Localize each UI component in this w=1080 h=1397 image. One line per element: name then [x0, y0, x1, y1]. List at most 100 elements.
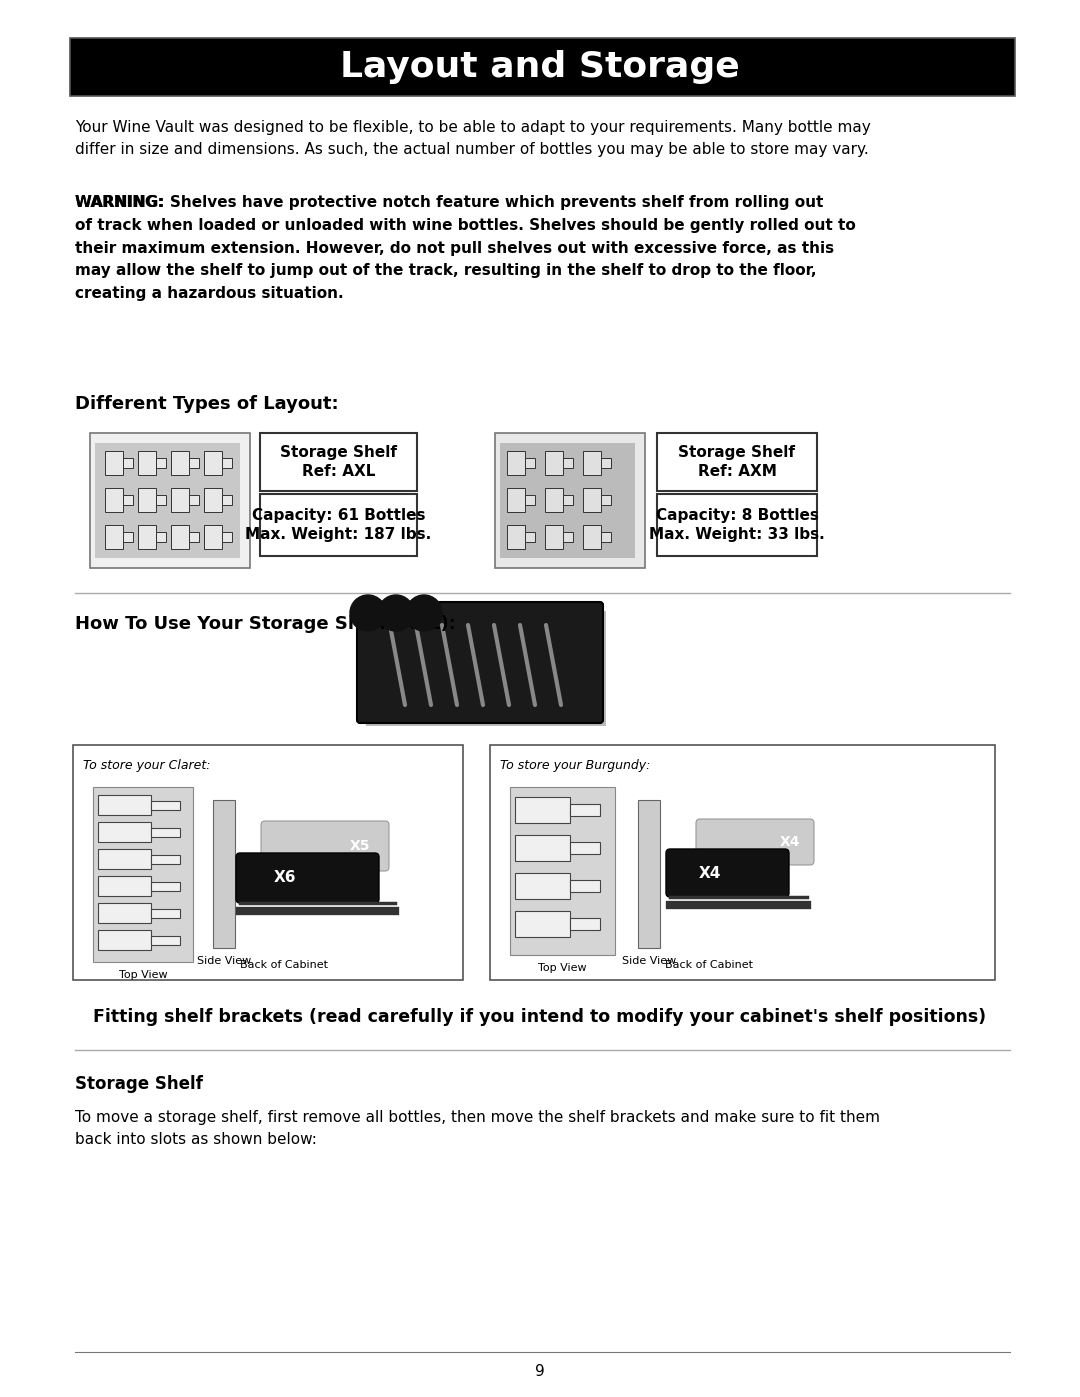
Bar — [222, 532, 232, 542]
Bar — [222, 458, 232, 468]
Text: Side View: Side View — [622, 956, 676, 965]
Bar — [123, 495, 133, 506]
FancyBboxPatch shape — [237, 854, 379, 902]
Text: Back of Cabinet: Back of Cabinet — [665, 960, 753, 970]
FancyBboxPatch shape — [666, 849, 789, 897]
Bar — [507, 488, 525, 511]
Bar — [222, 495, 232, 506]
Bar — [260, 495, 417, 556]
Bar — [570, 805, 600, 816]
Text: To move a storage shelf, first remove all bottles, then move the shelf brackets : To move a storage shelf, first remove al… — [75, 1111, 880, 1147]
Bar — [638, 800, 660, 949]
Text: Storage Shelf: Storage Shelf — [75, 1076, 203, 1092]
Bar — [105, 525, 123, 549]
Bar — [545, 488, 563, 511]
Bar — [171, 525, 189, 549]
Bar — [563, 495, 573, 506]
Bar — [515, 798, 570, 823]
Bar — [515, 873, 570, 900]
Text: Storage Shelf
Ref: AXL: Storage Shelf Ref: AXL — [280, 444, 397, 479]
Bar — [545, 451, 563, 475]
Bar — [189, 495, 199, 506]
Bar — [583, 451, 602, 475]
Bar — [515, 911, 570, 937]
Bar — [105, 451, 123, 475]
Text: To store your Burgundy:: To store your Burgundy: — [500, 759, 650, 773]
FancyBboxPatch shape — [696, 819, 814, 865]
Text: Fitting shelf brackets (read carefully if you intend to modify your cabinet's sh: Fitting shelf brackets (read carefully i… — [94, 1009, 986, 1025]
Bar — [602, 495, 611, 506]
Bar — [570, 880, 600, 891]
Bar — [204, 488, 222, 511]
Text: Layout and Storage: Layout and Storage — [340, 50, 740, 84]
Bar — [123, 458, 133, 468]
Bar — [525, 458, 535, 468]
Circle shape — [378, 595, 414, 631]
Bar — [98, 849, 151, 869]
Bar — [366, 610, 606, 726]
Text: WARNING: Shelves have protective notch feature which prevents shelf from rolling: WARNING: Shelves have protective notch f… — [75, 196, 855, 302]
Bar — [507, 451, 525, 475]
Text: 9: 9 — [535, 1365, 545, 1379]
Bar — [525, 495, 535, 506]
Bar — [95, 443, 240, 557]
Bar — [70, 38, 1015, 96]
Bar — [90, 433, 249, 569]
Bar — [490, 745, 995, 981]
Bar — [583, 525, 602, 549]
Text: X4: X4 — [780, 835, 800, 849]
Bar — [73, 745, 463, 981]
Bar — [157, 532, 166, 542]
Bar — [93, 787, 193, 963]
Circle shape — [406, 595, 442, 631]
Bar — [138, 525, 157, 549]
Text: X4: X4 — [699, 866, 721, 880]
Bar — [151, 882, 180, 890]
Bar — [570, 842, 600, 854]
Text: Capacity: 61 Bottles
Max. Weight: 187 lbs.: Capacity: 61 Bottles Max. Weight: 187 lb… — [245, 507, 432, 542]
Text: X6: X6 — [273, 870, 296, 886]
Bar — [189, 532, 199, 542]
Bar — [507, 525, 525, 549]
Bar — [98, 902, 151, 923]
Bar — [151, 855, 180, 863]
Bar — [98, 876, 151, 895]
Bar — [204, 525, 222, 549]
Bar — [545, 525, 563, 549]
Text: Side View: Side View — [197, 956, 252, 965]
Bar — [98, 795, 151, 814]
Bar — [515, 835, 570, 861]
Bar — [563, 532, 573, 542]
Text: Top View: Top View — [538, 963, 586, 972]
FancyBboxPatch shape — [261, 821, 389, 870]
Bar — [495, 433, 645, 569]
Bar — [123, 532, 133, 542]
Bar — [213, 800, 235, 949]
Text: Top View: Top View — [119, 970, 167, 981]
Text: Different Types of Layout:: Different Types of Layout: — [75, 395, 339, 414]
Bar — [157, 495, 166, 506]
Text: Storage Shelf
Ref: AXM: Storage Shelf Ref: AXM — [678, 444, 796, 479]
Bar — [570, 918, 600, 930]
Bar — [138, 451, 157, 475]
Bar — [171, 451, 189, 475]
Bar — [105, 488, 123, 511]
Text: Your Wine Vault was designed to be flexible, to be able to adapt to your require: Your Wine Vault was designed to be flexi… — [75, 120, 870, 158]
Bar — [260, 433, 417, 490]
Bar — [602, 532, 611, 542]
Text: Capacity: 8 Bottles
Max. Weight: 33 lbs.: Capacity: 8 Bottles Max. Weight: 33 lbs. — [649, 507, 825, 542]
Text: X5: X5 — [350, 840, 370, 854]
Bar — [151, 827, 180, 837]
Bar — [171, 488, 189, 511]
Bar — [657, 495, 816, 556]
Text: To store your Claret:: To store your Claret: — [83, 759, 211, 773]
Text: Back of Cabinet: Back of Cabinet — [240, 960, 328, 970]
Bar — [602, 458, 611, 468]
Bar — [151, 936, 180, 944]
Bar — [98, 930, 151, 950]
Circle shape — [350, 595, 386, 631]
Bar — [583, 488, 602, 511]
Bar — [510, 787, 615, 956]
Text: WARNING:: WARNING: — [75, 196, 164, 210]
Bar — [157, 458, 166, 468]
